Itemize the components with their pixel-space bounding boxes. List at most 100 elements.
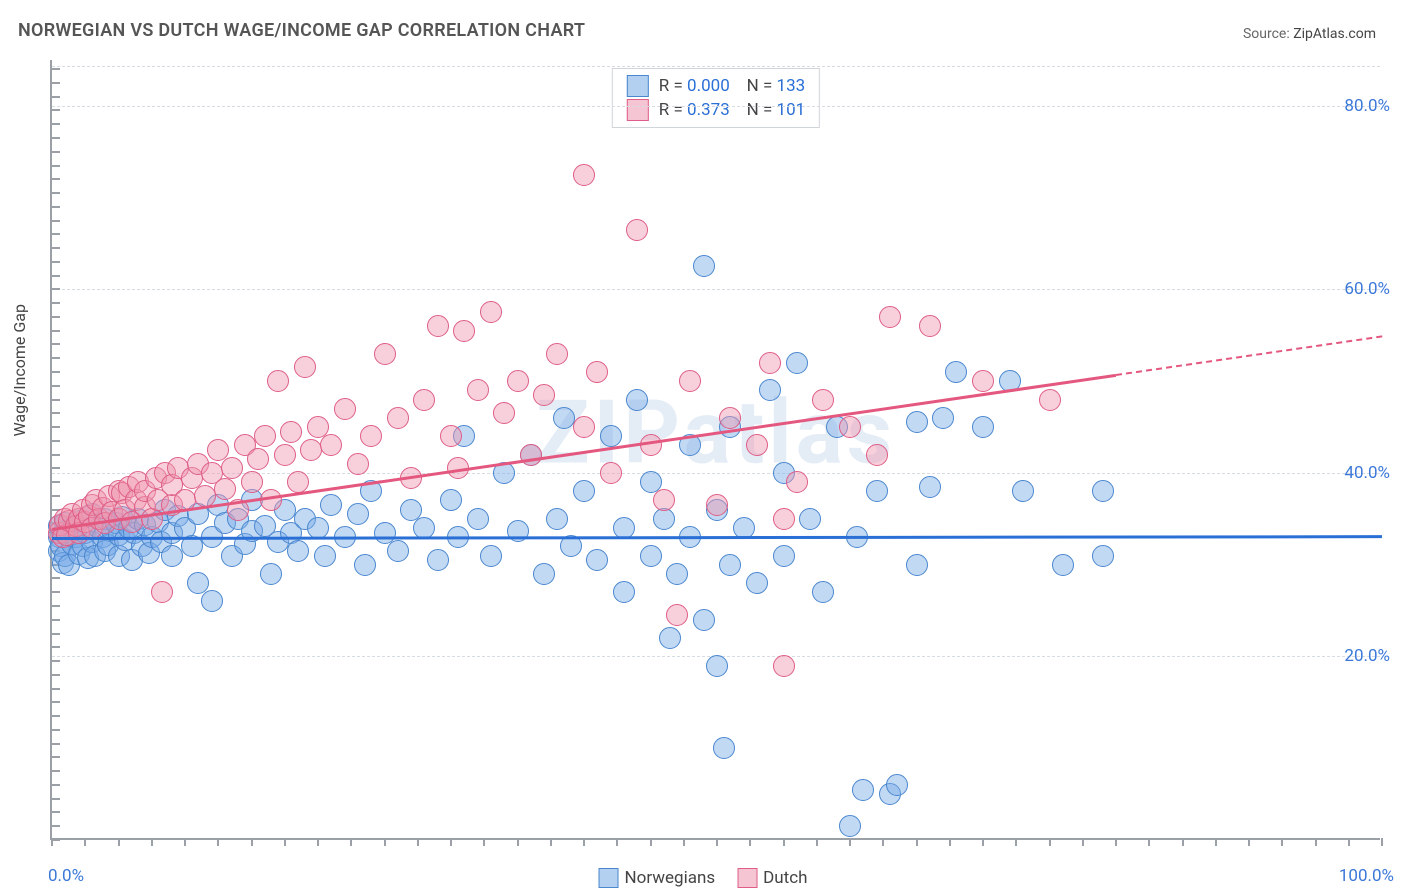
y-tick bbox=[52, 784, 60, 786]
grid-line bbox=[52, 106, 1380, 107]
scatter-point bbox=[453, 320, 475, 342]
x-tick bbox=[583, 838, 585, 846]
y-tick bbox=[52, 412, 60, 414]
scatter-point bbox=[533, 563, 555, 585]
scatter-point bbox=[440, 489, 462, 511]
x-tick bbox=[1381, 838, 1383, 846]
scatter-point bbox=[546, 343, 568, 365]
y-tick bbox=[52, 82, 60, 84]
y-tick bbox=[52, 343, 60, 345]
scatter-point bbox=[879, 306, 901, 328]
x-tick bbox=[284, 838, 286, 846]
y-tick bbox=[52, 316, 60, 318]
x-tick bbox=[650, 838, 652, 846]
y-tick bbox=[52, 330, 60, 332]
y-tick bbox=[52, 633, 60, 635]
y-tick bbox=[52, 605, 60, 607]
y-tick bbox=[52, 275, 60, 277]
scatter-point bbox=[759, 379, 781, 401]
scatter-point bbox=[260, 563, 282, 585]
scatter-point bbox=[480, 301, 502, 323]
scatter-point bbox=[347, 453, 369, 475]
scatter-point bbox=[812, 389, 834, 411]
y-tick bbox=[52, 715, 60, 717]
scatter-point bbox=[945, 361, 967, 383]
y-tick bbox=[52, 660, 60, 662]
scatter-point bbox=[427, 549, 449, 571]
y-tick bbox=[52, 729, 60, 731]
y-tick bbox=[52, 247, 60, 249]
x-tick bbox=[350, 838, 352, 846]
scatter-point bbox=[440, 425, 462, 447]
y-axis-label: Wage/Income Gap bbox=[10, 304, 29, 436]
scatter-point bbox=[972, 370, 994, 392]
y-tick bbox=[52, 743, 60, 745]
y-tick bbox=[52, 302, 60, 304]
scatter-point bbox=[320, 434, 342, 456]
scatter-point bbox=[653, 489, 675, 511]
scatter-point bbox=[573, 416, 595, 438]
scatter-point bbox=[759, 352, 781, 374]
x-tick bbox=[483, 838, 485, 846]
scatter-point bbox=[1039, 389, 1061, 411]
x-tick bbox=[51, 838, 53, 846]
y-tick bbox=[52, 68, 60, 70]
y-tick-label: 80.0% bbox=[1344, 96, 1390, 116]
y-tick bbox=[52, 399, 60, 401]
scatter-point bbox=[214, 478, 236, 500]
y-tick bbox=[52, 577, 60, 579]
scatter-point bbox=[666, 604, 688, 626]
scatter-point bbox=[746, 434, 768, 456]
scatter-point bbox=[221, 457, 243, 479]
y-tick bbox=[52, 233, 60, 235]
scatter-point bbox=[1012, 480, 1034, 502]
scatter-point bbox=[507, 370, 529, 392]
y-tick bbox=[52, 123, 60, 125]
y-tick bbox=[52, 701, 60, 703]
scatter-point bbox=[546, 508, 568, 530]
scatter-point bbox=[626, 219, 648, 241]
scatter-point bbox=[919, 315, 941, 337]
scatter-point bbox=[693, 255, 715, 277]
scatter-point bbox=[1092, 480, 1114, 502]
scatter-point bbox=[839, 416, 861, 438]
x-tick bbox=[1215, 838, 1217, 846]
x-tick bbox=[783, 838, 785, 846]
scatter-point bbox=[586, 549, 608, 571]
y-tick bbox=[52, 178, 60, 180]
scatter-point bbox=[713, 737, 735, 759]
x-tick bbox=[816, 838, 818, 846]
x-tick bbox=[217, 838, 219, 846]
y-tick bbox=[52, 206, 60, 208]
scatter-point bbox=[773, 655, 795, 677]
x-tick bbox=[1281, 838, 1283, 846]
scatter-point bbox=[413, 389, 435, 411]
y-tick bbox=[52, 619, 60, 621]
scatter-point bbox=[387, 407, 409, 429]
scatter-point bbox=[906, 411, 928, 433]
legend-top-row: R = 0.373 N = 101 bbox=[627, 99, 805, 121]
scatter-point bbox=[553, 407, 575, 429]
chart-title: NORWEGIAN VS DUTCH WAGE/INCOME GAP CORRE… bbox=[18, 20, 585, 41]
legend-swatch bbox=[599, 868, 619, 888]
scatter-point bbox=[626, 389, 648, 411]
y-tick bbox=[52, 454, 60, 456]
legend-bottom-item: Dutch bbox=[737, 868, 807, 888]
scatter-point bbox=[679, 370, 701, 392]
x-tick bbox=[417, 838, 419, 846]
scatter-point bbox=[354, 554, 376, 576]
scatter-point bbox=[886, 774, 908, 796]
x-tick bbox=[949, 838, 951, 846]
y-tick bbox=[52, 674, 60, 676]
trend-line bbox=[52, 535, 1382, 540]
scatter-point bbox=[274, 444, 296, 466]
chart-container: NORWEGIAN VS DUTCH WAGE/INCOME GAP CORRE… bbox=[0, 0, 1406, 892]
legend-swatch bbox=[627, 99, 649, 121]
scatter-point bbox=[360, 425, 382, 447]
y-tick bbox=[52, 646, 60, 648]
scatter-point bbox=[573, 164, 595, 186]
plot-area: ZIPatlas R = 0.000 N = 133R = 0.373 N = … bbox=[50, 60, 1380, 840]
scatter-point bbox=[347, 503, 369, 525]
scatter-point bbox=[600, 462, 622, 484]
x-tick bbox=[849, 838, 851, 846]
